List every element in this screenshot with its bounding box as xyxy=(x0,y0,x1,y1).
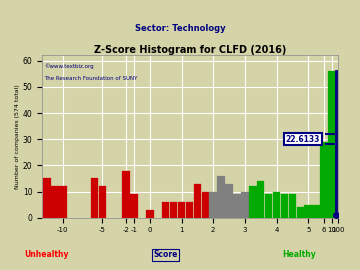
Text: Unhealthy: Unhealthy xyxy=(24,250,69,259)
Text: 22.6133: 22.6133 xyxy=(286,135,320,144)
Bar xyxy=(233,194,241,218)
Bar xyxy=(297,207,304,218)
Text: Score: Score xyxy=(153,250,178,259)
Bar xyxy=(162,202,170,218)
Bar xyxy=(249,186,257,218)
Bar xyxy=(312,205,320,218)
Bar xyxy=(51,186,59,218)
Bar xyxy=(241,191,249,218)
Bar xyxy=(91,178,98,218)
Bar xyxy=(320,142,328,218)
Bar xyxy=(194,184,201,218)
Bar xyxy=(170,202,177,218)
Bar xyxy=(202,191,209,218)
Bar xyxy=(122,171,130,218)
Bar xyxy=(146,210,154,218)
Bar xyxy=(281,194,288,218)
Text: Sector: Technology: Sector: Technology xyxy=(135,24,225,33)
Bar xyxy=(265,194,273,218)
Bar xyxy=(328,71,336,218)
Y-axis label: Number of companies (574 total): Number of companies (574 total) xyxy=(15,84,20,189)
Bar xyxy=(289,194,296,218)
Bar xyxy=(257,181,265,218)
Bar xyxy=(130,194,138,218)
Bar xyxy=(178,202,185,218)
Text: Healthy: Healthy xyxy=(282,250,316,259)
Bar xyxy=(99,186,106,218)
Title: Z-Score Histogram for CLFD (2016): Z-Score Histogram for CLFD (2016) xyxy=(94,45,287,55)
Text: The Research Foundation of SUNY: The Research Foundation of SUNY xyxy=(44,76,137,82)
Bar xyxy=(186,202,193,218)
Bar xyxy=(217,176,225,218)
Text: ©www.textbiz.org: ©www.textbiz.org xyxy=(44,63,94,69)
Bar xyxy=(273,191,280,218)
Bar xyxy=(210,191,217,218)
Bar xyxy=(305,205,312,218)
Bar xyxy=(59,186,67,218)
Bar xyxy=(43,178,51,218)
Bar xyxy=(225,184,233,218)
